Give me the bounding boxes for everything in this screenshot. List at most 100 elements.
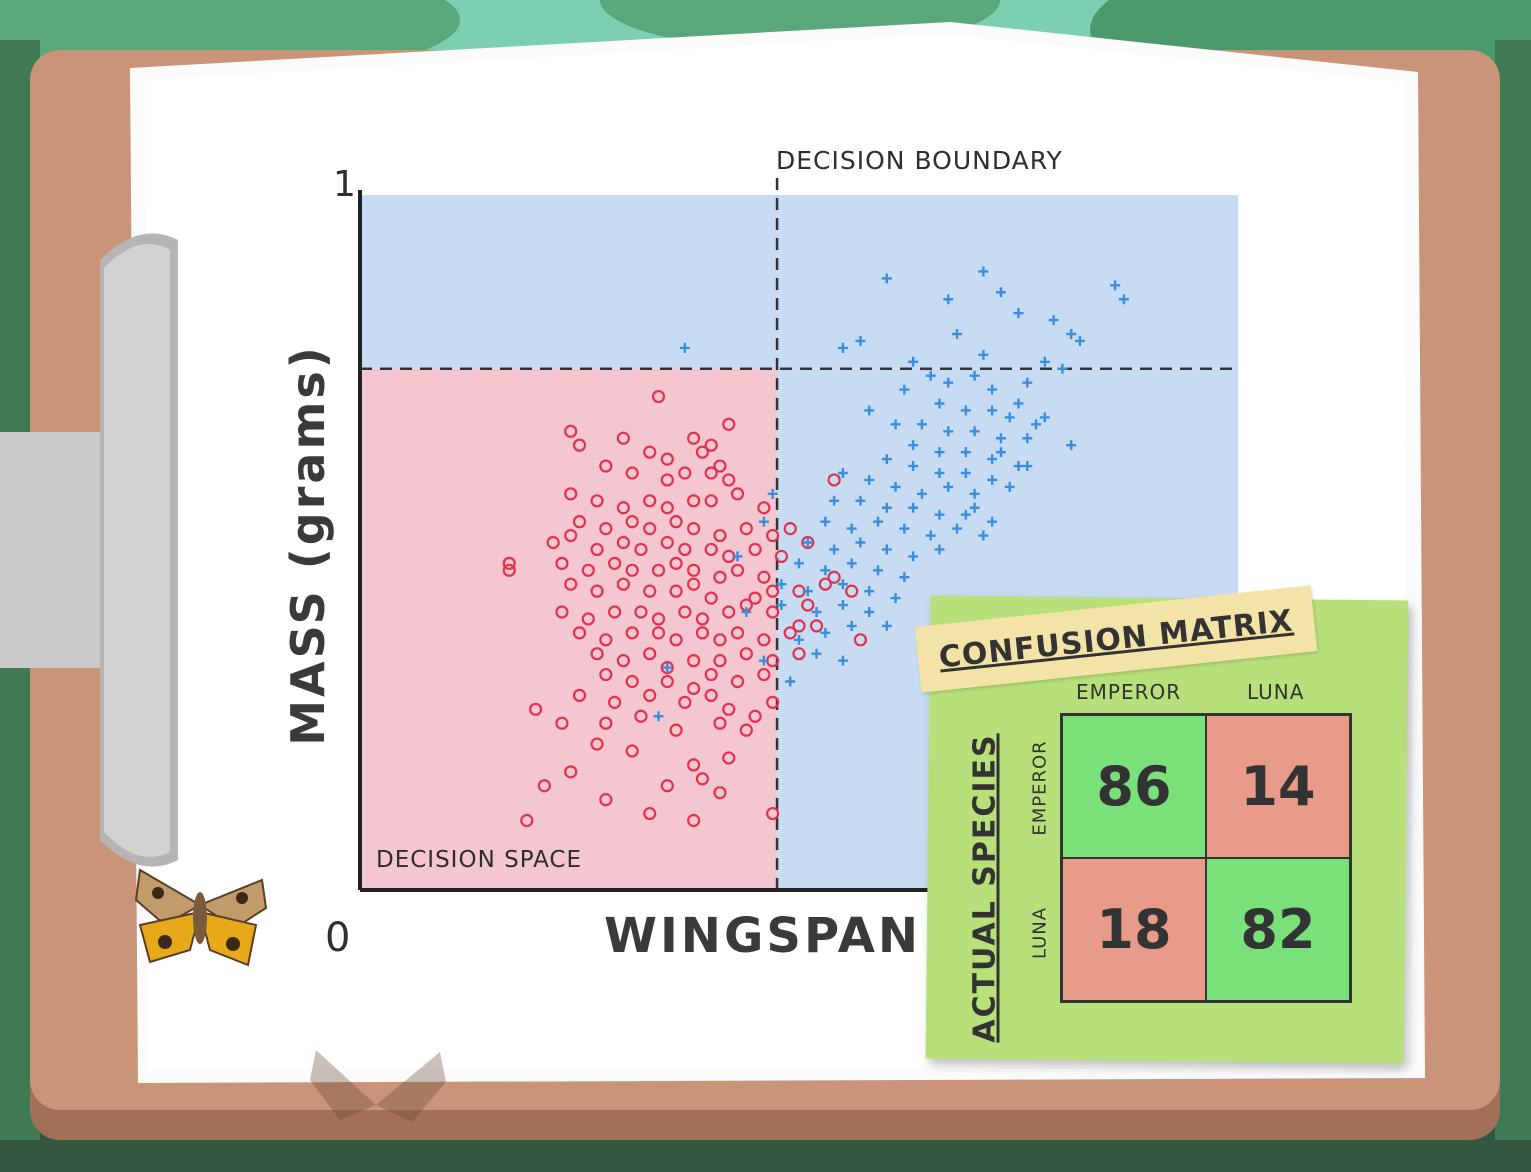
- emperor-point: [722, 473, 736, 487]
- emperor-point: [739, 521, 753, 536]
- emperor-point: [643, 445, 657, 459]
- luna-point: [864, 474, 875, 485]
- emperor-point: [660, 452, 674, 466]
- luna-point: [899, 572, 910, 583]
- cell-luna-emperor: 18: [1062, 858, 1206, 1001]
- emperor-point: [660, 674, 674, 689]
- luna-point: [1039, 412, 1050, 423]
- luna-point: [908, 440, 919, 451]
- emperor-region: [360, 368, 778, 890]
- emperor-point: [687, 681, 701, 696]
- luna-point: [1013, 308, 1024, 319]
- data-points: [502, 266, 1129, 828]
- luna-point: [987, 454, 998, 465]
- luna-point: [776, 600, 787, 611]
- emperor-point: [818, 577, 832, 591]
- luna-point: [995, 433, 1006, 444]
- luna-point: [978, 266, 989, 277]
- luna-point: [864, 586, 875, 597]
- emperor-point: [739, 723, 753, 737]
- emperor-point: [651, 563, 666, 577]
- emperor-point: [748, 542, 762, 557]
- luna-point: [837, 655, 848, 666]
- luna-point: [1066, 440, 1077, 451]
- emperor-point: [678, 695, 692, 709]
- emperor-point: [651, 626, 666, 640]
- emperor-point: [687, 654, 701, 668]
- luna-point: [987, 384, 998, 395]
- emperor-point: [564, 765, 578, 779]
- luna-point: [679, 342, 690, 353]
- luna-point: [855, 495, 866, 506]
- emperor-point: [616, 431, 631, 445]
- luna-point: [943, 377, 954, 388]
- emperor-point: [748, 709, 762, 723]
- luna-point: [943, 481, 954, 492]
- luna-point: [881, 620, 892, 631]
- luna-point: [820, 516, 831, 527]
- luna-point: [995, 287, 1006, 298]
- luna-point: [978, 530, 989, 541]
- luna-point: [820, 627, 831, 638]
- emperor-point: [572, 515, 587, 529]
- emperor-point: [528, 702, 543, 716]
- luna-point: [1022, 433, 1033, 444]
- luna-point: [934, 509, 945, 520]
- luna-point: [1013, 398, 1024, 409]
- emperor-point: [722, 702, 736, 716]
- luna-point: [758, 516, 769, 527]
- luna-point: [1004, 481, 1015, 492]
- emperor-point: [651, 389, 666, 404]
- luna-point: [890, 481, 901, 492]
- luna-point: [995, 447, 1006, 458]
- emperor-point: [730, 626, 745, 640]
- luna-point: [908, 461, 919, 472]
- emperor-point: [643, 806, 657, 821]
- column-header-emperor: EMPEROR: [1076, 680, 1182, 704]
- luna-point: [1110, 280, 1121, 291]
- emperor-point: [555, 556, 569, 570]
- emperor-point: [590, 584, 604, 598]
- luna-point: [794, 634, 804, 645]
- emperor-point: [713, 716, 727, 730]
- luna-point: [1057, 363, 1068, 374]
- emperor-point: [590, 542, 604, 557]
- emperor-point: [766, 528, 780, 543]
- emperor-point: [537, 779, 551, 793]
- emperor-point: [722, 417, 736, 431]
- emperor-point: [827, 473, 841, 487]
- emperor-point: [643, 647, 657, 661]
- emperor-point: [608, 605, 622, 619]
- emperor-point: [678, 605, 692, 619]
- moth-illustration: [134, 868, 268, 967]
- emperor-point: [599, 793, 613, 807]
- row-axis-title: ACTUAL SPECIES: [967, 733, 1003, 1043]
- emperor-point: [713, 459, 727, 473]
- decision-boundary-lines: [360, 178, 1238, 890]
- column-header-luna: LUNA: [1247, 680, 1305, 704]
- emperor-point: [608, 695, 622, 709]
- emperor-point: [581, 563, 595, 577]
- luna-point: [829, 544, 840, 555]
- row-header-luna: LUNA: [1029, 906, 1051, 960]
- emperor-point: [643, 521, 657, 536]
- luna-point: [969, 502, 980, 513]
- emperor-point: [687, 577, 701, 591]
- luna-point: [899, 523, 910, 534]
- emperor-point: [730, 674, 745, 689]
- emperor-point: [520, 813, 534, 828]
- luna-point: [908, 502, 919, 513]
- emperor-point: [634, 542, 648, 557]
- luna-point: [881, 454, 892, 465]
- emperor-point: [660, 660, 674, 675]
- emperor-point: [634, 605, 648, 619]
- emperor-point: [643, 584, 657, 598]
- luna-point: [934, 544, 945, 555]
- emperor-point: [792, 619, 806, 633]
- emperor-point: [695, 626, 710, 640]
- luna-point: [908, 551, 919, 562]
- luna-point: [837, 342, 848, 353]
- emperor-point: [783, 626, 797, 640]
- emperor-point: [502, 563, 516, 577]
- emperor-point: [599, 667, 613, 682]
